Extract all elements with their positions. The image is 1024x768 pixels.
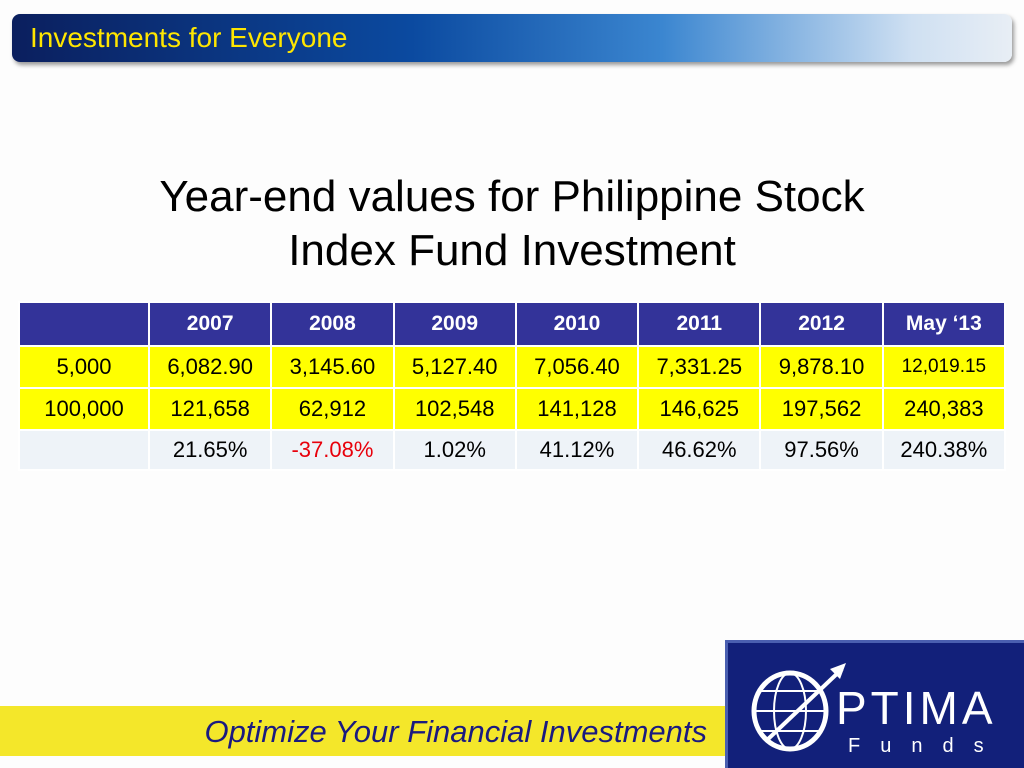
cell: 21.65%: [147, 429, 273, 471]
cell: 97.56%: [759, 429, 884, 471]
column-header: 2011: [637, 301, 762, 347]
cell: 12,019.15: [881, 345, 1007, 389]
logo-sub: Funds: [848, 735, 1004, 757]
column-header: 2010: [514, 301, 640, 347]
title-line: Year-end values for Philippine Stock: [159, 172, 865, 221]
cell: 7,331.25: [637, 345, 762, 389]
logo-globe: [751, 663, 846, 752]
header-title: Investments for Everyone: [30, 22, 348, 53]
header-bar: Investments for Everyone: [12, 14, 1012, 62]
column-header: 2012: [759, 301, 884, 347]
cell: 5,127.40: [392, 345, 517, 389]
data-table: 2007 2008 2009 2010 2011 2012 May ‘13 5,000 6,08…: [18, 301, 1007, 471]
logo-name: PTIMA: [836, 682, 997, 734]
column-header: 2009: [392, 301, 517, 347]
logo: PTIMA Funds: [725, 640, 1024, 768]
cell: 197,562: [759, 387, 884, 431]
row-label-empty: [18, 429, 150, 471]
column-header: May ‘13: [881, 301, 1007, 347]
cell: 6,082.90: [147, 345, 273, 389]
corner-cell: [18, 301, 150, 347]
cell: 1.02%: [392, 429, 517, 471]
table-row: 100,000 121,658 62,912 102,548 141,128 146,62…: [18, 387, 1007, 431]
column-header: 2008: [270, 301, 395, 347]
cell: 7,056.40: [514, 345, 640, 389]
header-row: 2007 2008 2009 2010 2011 2012 May ‘13: [18, 301, 1007, 347]
tagline: Optimize Your Financial Investments: [204, 714, 707, 749]
cell: 141,128: [514, 387, 640, 431]
cell: 9,878.10: [759, 345, 884, 389]
cell: 46.62%: [637, 429, 762, 471]
cell: 121,658: [147, 387, 273, 431]
row-label: 5,000: [18, 345, 150, 389]
cell: 62,912: [270, 387, 395, 431]
cell: 102,548: [392, 387, 517, 431]
column-header: 2007: [147, 301, 273, 347]
row-label: 100,000: [18, 387, 150, 431]
cell: 240,383: [881, 387, 1007, 431]
title-line: Index Fund Investment: [288, 226, 736, 275]
table-row: 5,000 6,082.90 3,145.60 5,127.40 7,056.40 7,3…: [18, 345, 1007, 389]
cell: 3,145.60: [270, 345, 395, 389]
table-row: 21.65% -37.08% 1.02% 41.12% 46.62% 97.56% 240.…: [18, 429, 1007, 471]
cell: 41.12%: [514, 429, 640, 471]
slide-title: Year-end values for Philippine Stock Ind…: [0, 170, 1024, 278]
tagline-band: Optimize Your Financial Investments: [0, 706, 725, 756]
cell: 146,625: [637, 387, 762, 431]
cell: -37.08%: [270, 429, 395, 471]
cell: 240.38%: [881, 429, 1007, 471]
